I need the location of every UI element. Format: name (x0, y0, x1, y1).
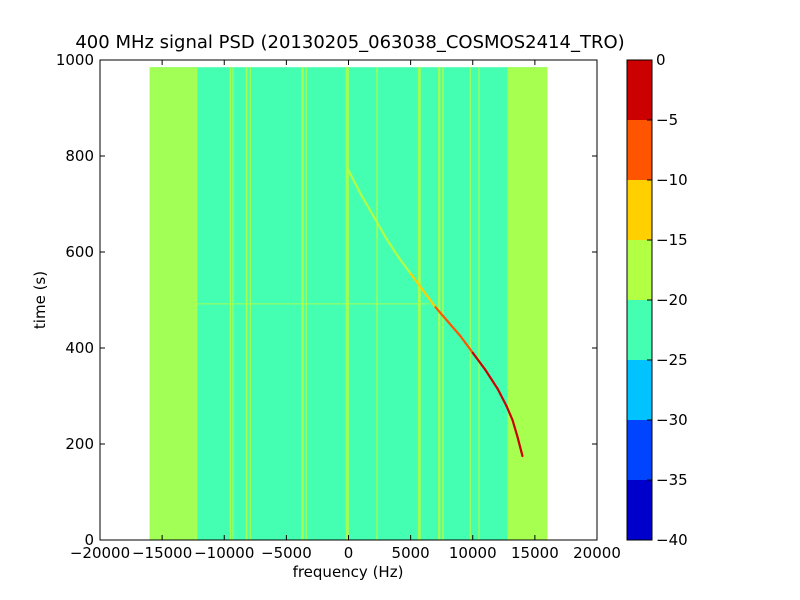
x-tick-label: −5000 (261, 544, 312, 562)
chart-title: 400 MHz signal PSD (20130205_063038_COSM… (75, 32, 624, 53)
doppler-curve-segment (484, 368, 499, 390)
colorbar-swatch (627, 420, 652, 480)
doppler-curve-segment (505, 404, 514, 422)
colorbar-tick-label: −20 (656, 291, 688, 309)
spectral-line (442, 67, 444, 540)
y-tick-label: 800 (65, 147, 94, 165)
colorbar-tick-label: −10 (656, 171, 688, 189)
doppler-curve-segment (384, 236, 400, 258)
colorbar-tick-label: −15 (656, 231, 688, 249)
band-edge-region (149, 67, 196, 540)
y-tick-label: 0 (84, 531, 94, 549)
y-axis-ticks: 0 200 400 600 800 1000 (56, 51, 597, 549)
x-tick-label: 15000 (511, 544, 559, 562)
doppler-curve-segment (471, 351, 487, 371)
colorbar-swatch (627, 60, 652, 120)
doppler-curve-segment (446, 320, 462, 338)
y-tick-label: 400 (65, 339, 94, 357)
y-tick-label: 200 (65, 435, 94, 453)
x-axis-label: frequency (Hz) (293, 563, 404, 581)
colorbar-ticks: −40 −35 −30 −25 −20 −15 −10 −5 0 (647, 51, 688, 549)
doppler-curve-segment (421, 289, 437, 309)
y-tick-label: 600 (65, 243, 94, 261)
colorbar-swatch (627, 180, 652, 240)
colorbar-tick-label: −5 (656, 111, 678, 129)
colorbar-swatch (627, 480, 652, 540)
doppler-curve-segment (496, 387, 508, 407)
doppler-curve-segment (516, 435, 523, 453)
doppler-curve-layer (347, 169, 524, 458)
colorbar-tick-label: −35 (656, 471, 688, 489)
plot-area: −20000 −15000 −10000 −5000 0 5000 10000 15000 20… (56, 51, 621, 562)
doppler-curve-segment (520, 450, 524, 458)
heatmap-layer (149, 67, 548, 540)
x-tick-label: −15000 (132, 544, 192, 562)
x-tick-label: −10000 (194, 544, 254, 562)
doppler-curve-segment (372, 214, 387, 239)
x-tick-label: 10000 (449, 544, 497, 562)
x-tick-label: 20000 (573, 544, 621, 562)
doppler-curve-segment (347, 169, 363, 196)
x-tick-label: −20000 (70, 544, 130, 562)
colorbar-tick-label: 0 (656, 51, 666, 69)
colorbar-tick-label: −40 (656, 531, 688, 549)
y-tick-label: 1000 (56, 51, 94, 69)
doppler-curve-segment (359, 193, 375, 218)
doppler-curve-segment (397, 255, 412, 275)
doppler-curve-segment (409, 272, 425, 292)
colorbar-tick-label: −25 (656, 351, 688, 369)
colorbar-swatch (627, 300, 652, 360)
x-tick-label: 0 (344, 544, 354, 562)
colorbar-tick-label: −30 (656, 411, 688, 429)
doppler-curve-segment (434, 306, 449, 323)
spectral-line (469, 67, 471, 540)
colorbar-swatch (627, 120, 652, 180)
colorbar (626, 59, 653, 541)
x-tick-label: 5000 (392, 544, 430, 562)
spectral-line (438, 67, 441, 540)
colorbar-swatch (627, 360, 652, 420)
doppler-curve-segment (511, 418, 519, 438)
band-edge-region (507, 67, 548, 540)
colorbar-swatch (627, 240, 652, 300)
spectral-line (478, 67, 480, 540)
doppler-curve-segment (459, 334, 474, 354)
x-axis-ticks: −20000 −15000 −10000 −5000 0 5000 10000 15000 20… (70, 60, 621, 562)
y-axis-label: time (s) (31, 271, 49, 329)
